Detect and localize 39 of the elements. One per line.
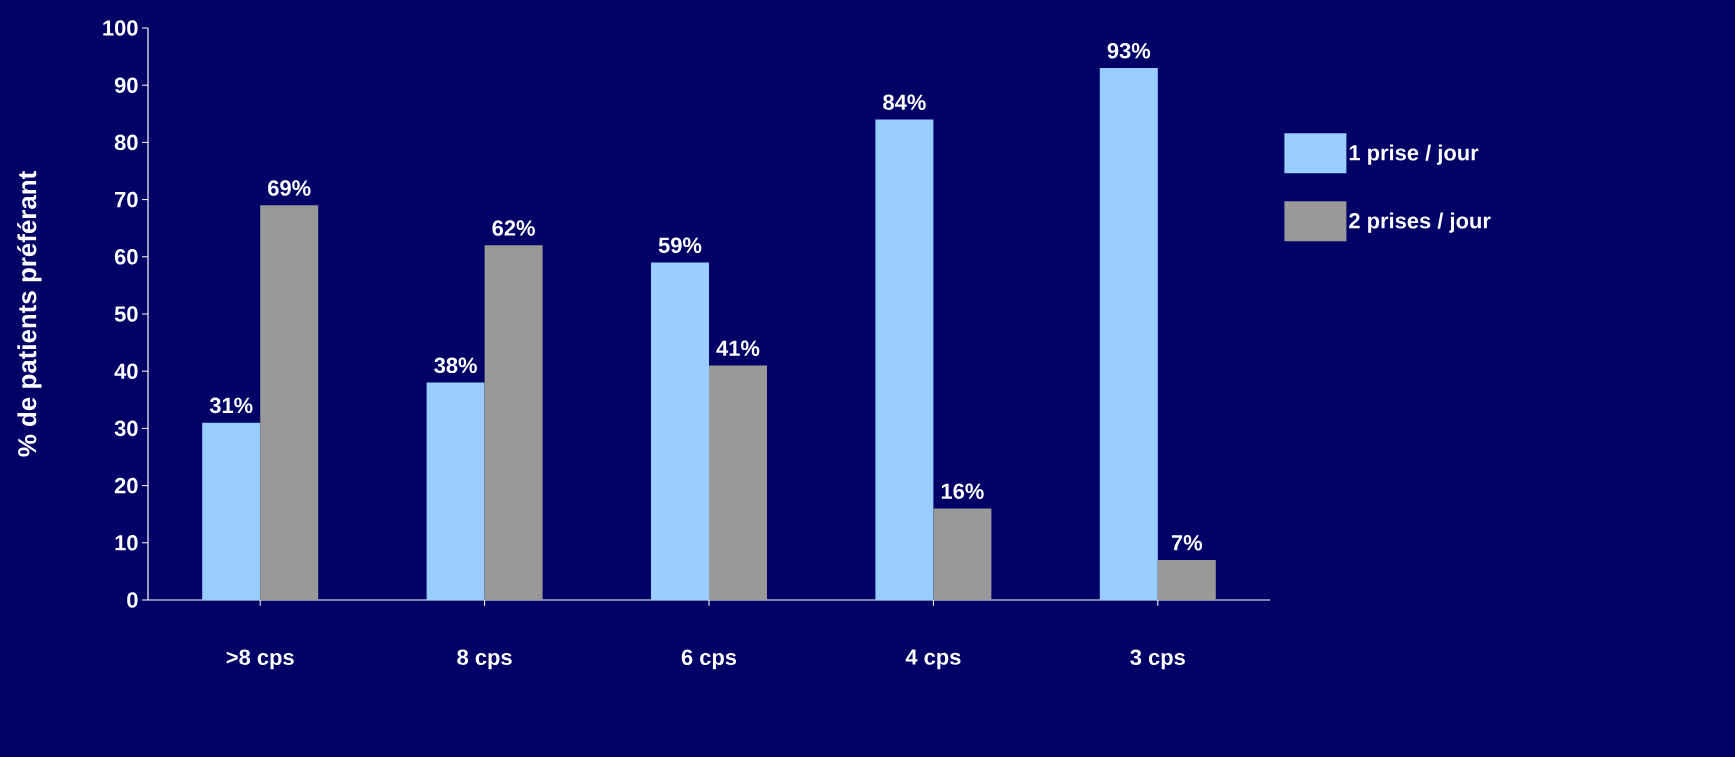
legend-label: 1 prise / jour [1349,144,1479,165]
y-tick-label: 90 [114,77,138,93]
x-tick-label: >8 cps [226,649,294,670]
bar [260,205,319,600]
legend-label: 2 prises / jour [1349,212,1491,233]
data-label: 69% [268,180,311,196]
x-tick-label: 4 cps [905,649,961,670]
data-label: 7% [1171,535,1203,551]
data-label: 31% [209,397,253,414]
data-label: 38% [434,357,477,374]
y-tick-label: 100 [103,20,138,36]
y-tick-label: 50 [114,306,138,322]
y-tick-label: 60 [114,249,138,265]
y-tick-label: 30 [114,420,138,437]
data-label: 16% [941,483,984,499]
bar [202,422,261,600]
data-label: 41% [716,340,760,356]
y-tick-label: 40 [114,363,138,379]
bar [709,365,767,600]
bar [651,262,709,600]
x-tick-label: 3 cps [1130,649,1185,670]
data-label: 62% [492,220,535,236]
x-tick-label: 8 cps [457,649,512,670]
y-tick-label: 70 [115,191,138,208]
bar [933,508,992,600]
data-label: 84% [883,94,926,110]
data-label: 59% [658,237,702,253]
y-tick-label: 0 [127,592,138,608]
y-tick-label: 80 [114,134,138,151]
x-tick-label: 6 cps [681,649,737,670]
data-label: 93% [1107,42,1151,59]
y-tick-label: 10 [115,535,138,551]
y-tick-label: 20 [114,477,138,494]
bar [484,245,543,600]
bar [1099,68,1158,600]
bar [1157,559,1216,600]
y-axis-title: % de patients préférant [17,171,42,457]
bar [426,382,485,600]
bar [875,119,934,600]
